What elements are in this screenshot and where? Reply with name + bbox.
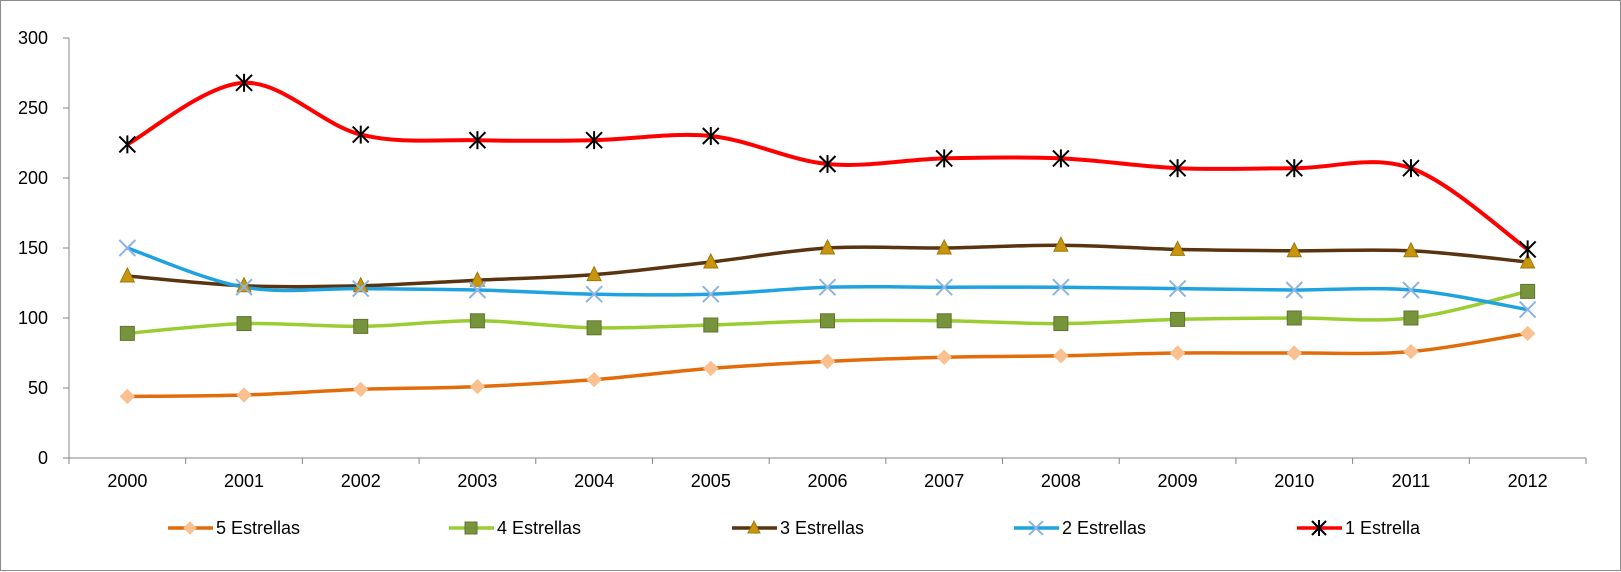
data-point-marker [586,371,602,388]
x-tick-label: 2001 [224,471,264,491]
data-point-marker [1402,281,1420,299]
series-line-3 [126,246,1528,312]
data-point-marker [702,285,720,303]
legend-marker [747,519,761,534]
legend-label: 5 Estrellas [216,518,300,538]
data-point-marker [585,285,603,303]
y-tick-label: 50 [28,378,48,398]
data-point-marker [819,238,836,255]
data-point-marker [469,271,486,287]
data-point-marker [236,387,252,403]
data-point-marker [468,281,487,299]
data-point-marker [1286,310,1302,326]
x-tick-label: 2009 [1158,471,1198,491]
legend-marker [1311,520,1327,536]
data-point-marker [585,131,603,150]
legend-label: 3 Estrellas [780,518,864,538]
data-point-marker [1169,345,1186,361]
data-point-marker [1168,279,1187,298]
data-point-marker [1286,345,1302,361]
legend-marker [464,521,478,535]
legend-label: 1 Estrella [1345,518,1421,538]
legend-label: 4 Estrellas [497,518,581,538]
data-point-marker [235,73,253,92]
data-point-marker [1519,325,1536,342]
data-point-marker [118,239,137,257]
data-point-marker [586,265,602,282]
data-point-marker [702,127,720,145]
data-point-marker [1285,281,1303,299]
x-tick-label: 2008 [1041,471,1081,491]
y-tick-label: 300 [18,28,48,48]
data-point-marker [236,316,252,332]
data-point-marker [1053,348,1069,364]
data-point-marker [1052,149,1070,168]
data-point-marker [353,381,369,398]
data-point-marker [935,278,953,296]
x-tick-label: 2004 [574,471,614,491]
data-point-marker [820,313,835,329]
data-point-marker [1519,252,1536,269]
x-tick-label: 2012 [1508,471,1548,491]
data-point-marker [586,320,602,336]
data-point-marker [936,349,952,365]
x-tick-label: 2011 [1392,471,1431,491]
data-point-marker [1286,241,1303,258]
data-point-marker [352,279,370,298]
data-point-marker [818,278,837,296]
data-point-marker [1403,241,1419,258]
data-point-marker [935,149,953,168]
y-tick-label: 100 [18,308,48,328]
data-point-marker [936,313,952,329]
data-point-marker [936,238,953,255]
data-point-marker [1053,236,1069,252]
y-tick-label: 200 [18,168,48,188]
data-point-marker [1169,240,1186,256]
y-tick-label: 150 [18,238,48,258]
data-point-marker [235,278,253,296]
data-point-marker [1518,300,1537,319]
y-tick-label: 250 [18,98,48,118]
x-tick-label: 2002 [341,471,381,491]
x-tick-label: 2005 [691,471,731,491]
data-point-marker [469,378,486,395]
legend-label: 2 Estrellas [1062,518,1146,538]
data-point-marker [468,131,487,150]
data-point-marker [469,313,485,329]
data-point-marker [119,388,136,405]
y-tick-label: 0 [38,448,48,468]
data-point-marker [703,360,719,377]
data-point-marker [352,125,370,144]
data-point-marker [1403,310,1419,326]
data-point-marker [1052,278,1070,296]
data-point-marker [703,317,719,333]
data-point-marker [1170,311,1186,327]
data-point-marker [119,325,135,341]
legend-marker [1028,520,1044,536]
x-tick-label: 2007 [924,471,964,491]
x-tick-label: 2006 [807,471,847,491]
data-point-marker [119,266,136,283]
x-tick-label: 2003 [457,471,497,491]
data-point-marker [1403,343,1419,360]
data-point-marker [702,252,719,269]
data-point-marker [819,353,836,370]
data-point-marker [1518,240,1537,259]
x-tick-label: 2010 [1274,471,1314,491]
data-point-marker [1285,159,1303,178]
data-point-marker [1168,159,1187,178]
data-point-marker [1053,316,1069,332]
data-point-marker [118,135,137,154]
x-tick-label: 2000 [107,471,147,491]
data-point-marker [1402,159,1420,178]
data-point-marker [1520,283,1536,299]
legend-marker [183,521,197,535]
data-point-marker [353,318,369,334]
data-point-marker [818,155,837,173]
